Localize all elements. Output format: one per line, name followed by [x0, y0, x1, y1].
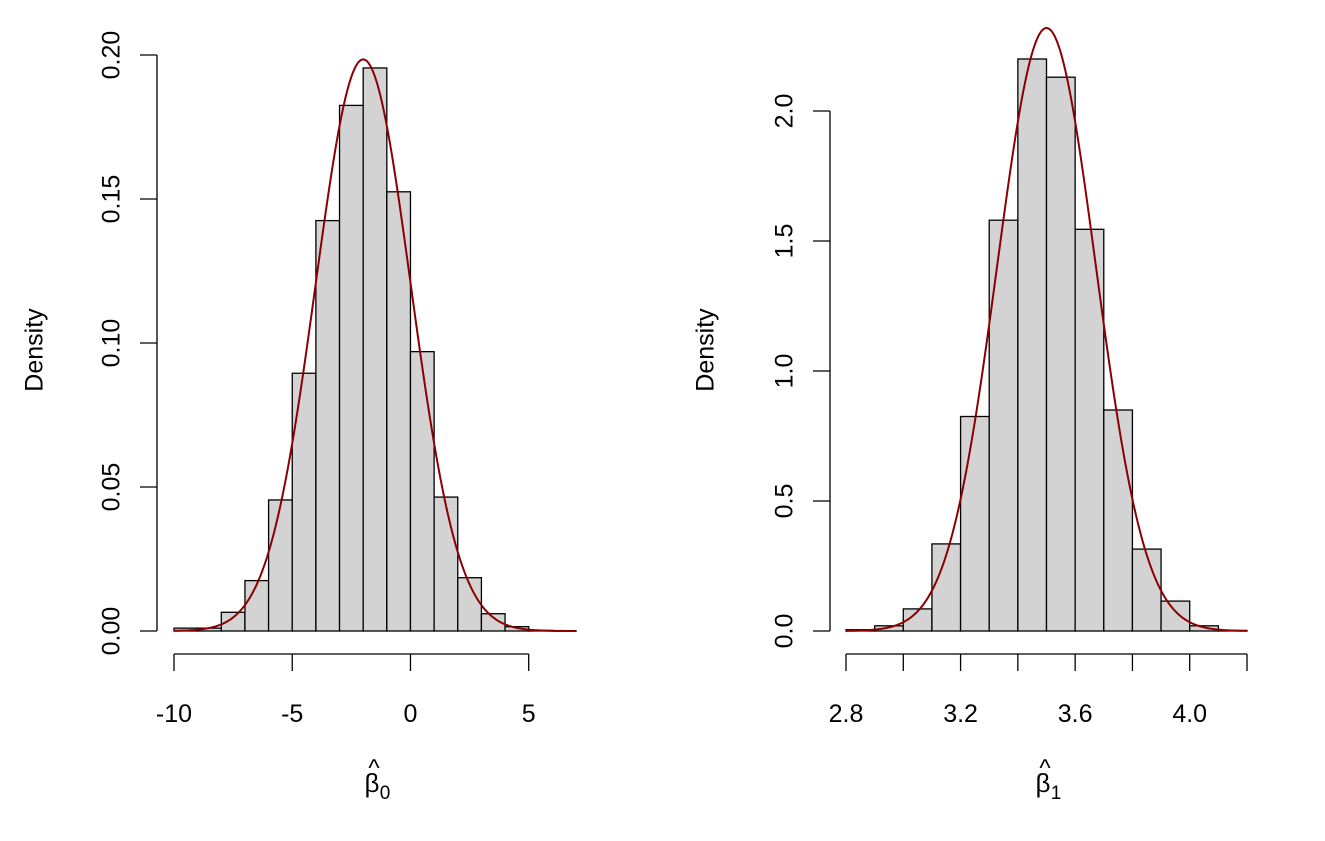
- histogram-bar: [338, 104, 364, 632]
- y-tick-label: 0.0: [771, 614, 799, 649]
- histogram-bar: [409, 350, 435, 632]
- y-axis-title: Density: [692, 308, 720, 392]
- y-axis-title: Density: [21, 308, 49, 392]
- histogram-bar: [1189, 625, 1220, 632]
- x-axis-title-hat: ^: [368, 755, 380, 782]
- x-axis-title-hat: ^: [1039, 755, 1051, 782]
- x-tick-label: -10: [156, 700, 192, 728]
- histogram-bar: [931, 543, 962, 632]
- x-axis-title-symbol: β: [365, 768, 380, 798]
- y-tick-label: 0.15: [98, 175, 126, 224]
- x-axis-title-symbol: β: [1036, 768, 1051, 798]
- x-axis-title-subscript: 1: [1051, 783, 1062, 804]
- normal-density-curve: [845, 26, 1248, 632]
- histogram-bar: [291, 372, 317, 632]
- histogram-bar: [1160, 600, 1191, 632]
- histogram-bar: [267, 499, 293, 632]
- x-tick-label: 3.2: [943, 700, 978, 728]
- x-tick-label: 0: [404, 700, 418, 728]
- x-tick-label: 2.8: [829, 700, 864, 728]
- y-tick-label: 0.20: [98, 31, 126, 80]
- histogram-bar: [315, 219, 341, 632]
- x-axis-title-subscript: 0: [380, 783, 391, 804]
- histogram-bar: [1017, 58, 1048, 632]
- y-tick-label: 0.10: [98, 319, 126, 368]
- x-tick-label: 5: [522, 700, 536, 728]
- x-tick-label: -5: [281, 700, 303, 728]
- y-tick-label: 1.5: [771, 224, 799, 259]
- histogram-bar: [433, 496, 459, 632]
- y-tick-label: 0.05: [98, 463, 126, 512]
- x-tick-label: 4.0: [1172, 700, 1207, 728]
- histogram-bar: [1131, 548, 1162, 632]
- histogram-bar: [1103, 409, 1134, 632]
- y-tick-label: 2.0: [771, 94, 799, 129]
- normal-density-curve: [173, 58, 576, 632]
- histogram-bar: [362, 67, 388, 632]
- histogram-bar: [1045, 76, 1076, 632]
- histogram-bar: [988, 219, 1019, 632]
- y-tick-label: 0.00: [98, 607, 126, 656]
- y-tick-label: 1.0: [771, 354, 799, 389]
- histogram-bar: [480, 613, 506, 632]
- histogram-beta1-panel: 0.0 0.5 1.0 1.5 2.0 Density 2.8 3.2 3.6 4.0 ^β 1: [692, 26, 1248, 804]
- histogram-bar: [244, 579, 270, 632]
- x-tick-label: 3.6: [1058, 700, 1093, 728]
- y-tick-label: 0.5: [771, 484, 799, 519]
- histogram-bar: [959, 415, 990, 632]
